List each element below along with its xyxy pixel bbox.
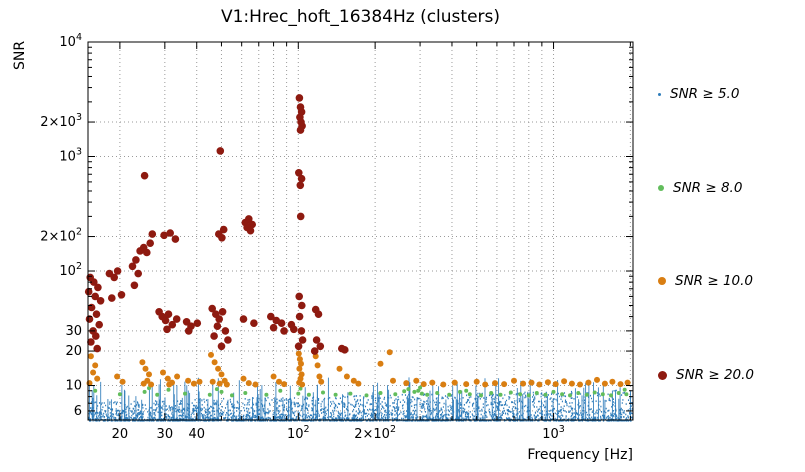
svg-text:2×103: 2×103 bbox=[40, 112, 82, 130]
snr5-marker-icon bbox=[658, 92, 661, 96]
chart-title: V1:Hrec_hoft_16384Hz (clusters) bbox=[220, 7, 501, 27]
snr20-marker-icon bbox=[658, 370, 667, 380]
svg-text:102: 102 bbox=[59, 261, 82, 279]
svg-text:10: 10 bbox=[65, 379, 82, 394]
series-points-layer-2 bbox=[86, 349, 631, 388]
svg-text:2×102: 2×102 bbox=[354, 424, 396, 442]
svg-text:104: 104 bbox=[59, 32, 82, 50]
svg-text:20: 20 bbox=[65, 344, 82, 359]
legend-entry-snr5: SNR ≥ 5.0 bbox=[658, 86, 739, 102]
svg-text:2×102: 2×102 bbox=[40, 227, 82, 245]
legend-label-snr8: SNR ≥ 8.0 bbox=[673, 180, 743, 196]
svg-text:6: 6 bbox=[74, 404, 82, 419]
svg-text:103: 103 bbox=[59, 147, 82, 165]
legend-label-snr10: SNR ≥ 10.0 bbox=[675, 273, 754, 289]
snr8-marker-icon bbox=[658, 185, 664, 191]
legend-entry-snr10: SNR ≥ 10.0 bbox=[658, 273, 753, 289]
svg-text:103: 103 bbox=[542, 424, 565, 442]
svg-text:30: 30 bbox=[65, 324, 82, 339]
legend-entry-snr8: SNR ≥ 8.0 bbox=[658, 180, 742, 196]
y-axis-title: SNR bbox=[12, 40, 28, 70]
axes-layer bbox=[87, 41, 634, 421]
legend-entry-snr20: SNR ≥ 20.0 bbox=[658, 367, 754, 383]
tick-labels-layer: 20 30 40 102 2×102 103 104 2×103 103 2×102 102 30 20… bbox=[40, 32, 565, 442]
svg-text:102: 102 bbox=[287, 424, 310, 442]
x-axis-title: Frequency [Hz] bbox=[527, 447, 633, 463]
series-points-layer-3 bbox=[84, 94, 349, 355]
legend-label-snr20: SNR ≥ 20.0 bbox=[676, 367, 755, 383]
series-points-layer-1 bbox=[93, 385, 629, 398]
svg-text:20: 20 bbox=[112, 427, 129, 442]
legend-label-snr5: SNR ≥ 5.0 bbox=[670, 86, 740, 102]
legend: SNR ≥ 5.0 SNR ≥ 8.0 SNR ≥ 10.0 SNR ≥ 20.… bbox=[650, 0, 805, 472]
snr10-marker-icon bbox=[658, 277, 666, 285]
svg-text:30: 30 bbox=[157, 427, 174, 442]
svg-text:40: 40 bbox=[188, 427, 205, 442]
